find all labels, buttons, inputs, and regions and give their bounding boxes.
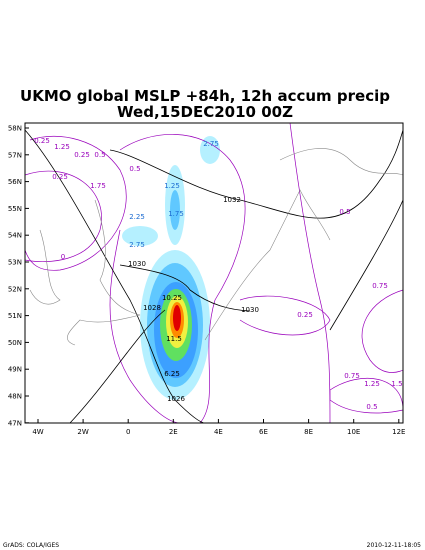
contour-label: 1.25 [364, 380, 380, 388]
contour-label: 1.25 [164, 182, 180, 190]
title: UKMO global MSLP +84h, 12h accum precip [20, 87, 390, 105]
lat-label: 48N [8, 393, 22, 401]
lat-label: 51N [8, 312, 22, 320]
contour-label: 10.25 [162, 294, 182, 302]
contour-label: 1.75 [168, 210, 184, 218]
lon-label: 6E [259, 428, 268, 436]
contour-label: 2.75 [203, 140, 219, 148]
lat-label: 56N [8, 178, 22, 186]
lon-label: 4W [32, 428, 43, 436]
contour-label: 1.75 [90, 182, 106, 190]
lon-label: 0 [126, 428, 130, 436]
contour-label: 1026 [167, 395, 185, 403]
contour-label: 0.25 [297, 311, 313, 319]
contour-label: 0 [61, 253, 65, 261]
contour-label: 1032 [223, 196, 241, 204]
map-frame [24, 122, 404, 424]
contour-label: 1030 [241, 306, 259, 314]
contour-label: 6.25 [164, 370, 180, 378]
lon-label: 2E [169, 428, 178, 436]
lat-label: 53N [8, 259, 22, 267]
footer-right: 2010-12-11-18:05 [367, 542, 422, 549]
contour-label: 2.25 [129, 213, 145, 221]
lat-label: 55N [8, 205, 22, 213]
lat-label: 49N [8, 366, 22, 374]
contour-label: 0.25 [52, 173, 68, 181]
contour-label: 1.5 [391, 380, 402, 388]
lat-label: 47N [8, 419, 22, 427]
contour-label: 2.75 [129, 241, 145, 249]
coastlines [29, 148, 404, 346]
contour-label: 1028 [143, 304, 161, 312]
contour-label: 1030 [128, 260, 146, 268]
subtitle: Wed,15DEC2010 00Z [117, 103, 293, 121]
lat-label: 57N [8, 151, 22, 159]
lon-label: 2W [77, 428, 88, 436]
contour-label: 0.75 [372, 282, 388, 290]
contour-label: 0.25 [74, 151, 90, 159]
lat-label: 58N [8, 125, 22, 133]
lon-label: 12E [392, 428, 405, 436]
contour-label: 0.5 [129, 165, 140, 173]
isobars [24, 129, 404, 424]
lat-label: 52N [8, 285, 22, 293]
precip-contours [24, 122, 404, 424]
contour-label: 0.75 [344, 372, 360, 380]
lat-label: 50N [8, 339, 22, 347]
contour-label: 0.25 [34, 137, 50, 145]
precip-shading [122, 136, 220, 400]
contour-label: 0.5 [339, 208, 350, 216]
lon-label: 4E [214, 428, 223, 436]
contour-label: 11.5 [166, 335, 182, 343]
contour-label: 0.5 [94, 151, 105, 159]
lon-label: 8E [304, 428, 313, 436]
contour-label: 1.25 [54, 143, 70, 151]
lon-label: 10E [347, 428, 360, 436]
footer-left: GrADS: COLA/IGES [3, 542, 59, 549]
contour-label: 0.5 [366, 403, 377, 411]
lat-label: 54N [8, 232, 22, 240]
